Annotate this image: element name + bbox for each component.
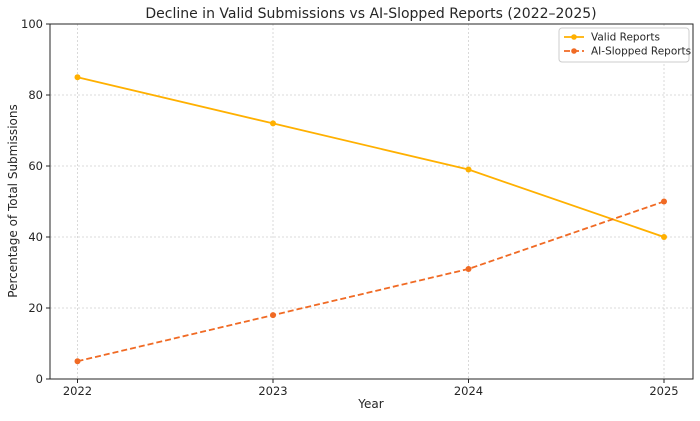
plot-frame (49, 23, 694, 380)
y-axis-label: Percentage of Total Submissions (6, 104, 20, 297)
data-point (74, 74, 81, 81)
legend-box (558, 27, 690, 63)
data-point (74, 358, 81, 365)
data-point (465, 166, 472, 173)
y-tick-label: 80 (28, 88, 43, 102)
legend-swatch-marker (571, 34, 577, 40)
x-tick-label: 2024 (454, 384, 483, 398)
data-point (270, 312, 276, 319)
x-tick-label: 2025 (649, 384, 678, 398)
data-point (661, 234, 667, 240)
legend-label: AI-Slopped Reports (591, 46, 691, 58)
legend-label: Valid Reports (591, 32, 660, 44)
data-point (465, 265, 472, 272)
y-tick-label: 100 (21, 17, 43, 31)
series-line-1 (77, 200, 665, 363)
ticks: 2022 2023 2024 2025 0 20 40 60 80 100 (21, 17, 679, 398)
x-axis-label: Year (357, 397, 383, 411)
legend-swatch-marker (571, 48, 577, 54)
x-tick-label: 2022 (63, 384, 92, 398)
series-line-0 (77, 76, 665, 238)
data-point (661, 198, 667, 205)
y-tick-label: 0 (36, 372, 43, 386)
data-point (270, 120, 276, 127)
y-tick-label: 40 (28, 230, 43, 244)
grid (50, 23, 693, 380)
series-lines (74, 74, 667, 365)
y-tick-label: 20 (28, 301, 43, 315)
y-tick-label: 60 (28, 159, 43, 173)
chart-title: Decline in Valid Submissions vs AI-Slopp… (145, 6, 596, 22)
x-tick-label: 2023 (258, 384, 287, 398)
legend: Valid Reports AI-Slopped Reports (558, 27, 691, 63)
